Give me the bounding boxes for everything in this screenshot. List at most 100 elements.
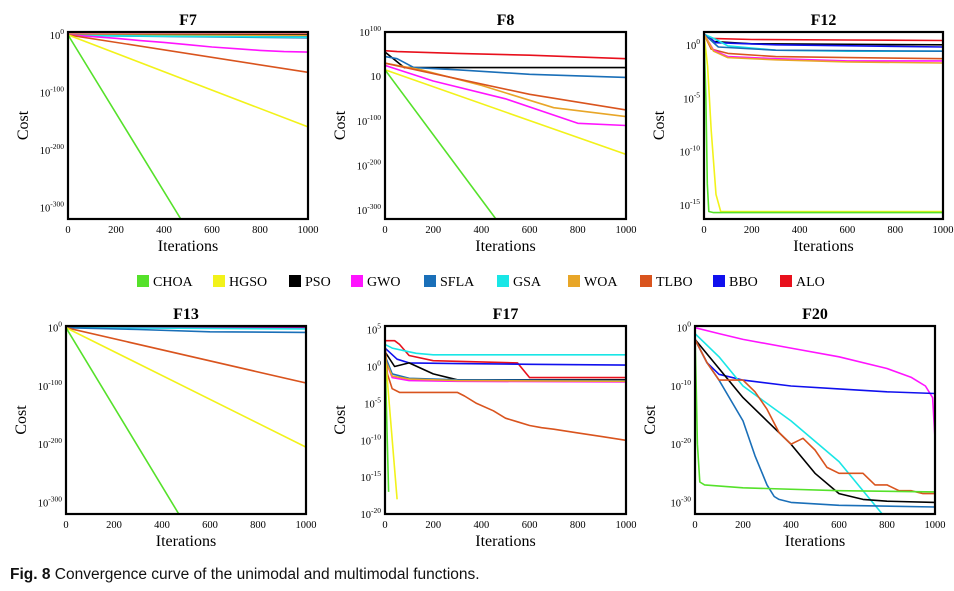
legend-swatch-woa <box>568 275 580 287</box>
y-tick-label: 100 <box>686 37 701 52</box>
legend-label-pso: PSO <box>305 275 331 290</box>
y-axis-label: Cost <box>642 405 659 435</box>
caption-label: Fig. 8 <box>10 566 51 583</box>
x-tick-label: 200 <box>425 225 441 236</box>
y-tick-label: 100 <box>677 320 692 335</box>
y-tick-label: 10-15 <box>680 197 701 212</box>
series-line-sfla <box>695 339 935 508</box>
x-tick-label: 800 <box>252 225 268 236</box>
chart-f13: F13 0 200 400 600 800 1000 Iterations 100 10-100 1… <box>13 306 317 550</box>
y-tick-label: 10-5 <box>683 90 700 105</box>
series-line-woa <box>704 33 943 64</box>
y-tick-label: 10-10 <box>680 144 701 159</box>
legend-swatch-alo <box>780 275 792 287</box>
series-line-gwo <box>385 64 626 127</box>
x-tick-label: 1000 <box>616 520 637 531</box>
x-tick-label: 600 <box>202 520 218 531</box>
legend-swatch-choa <box>137 275 149 287</box>
series-line-tlbo <box>385 62 626 111</box>
series-line-hgso <box>68 34 308 128</box>
x-tick-label: 800 <box>570 225 586 236</box>
series-line-hgso <box>385 69 626 156</box>
series-line-bbo <box>385 347 626 366</box>
legend-swatch-gwo <box>351 275 363 287</box>
x-tick-label: 200 <box>108 225 124 236</box>
series-line-tlbo <box>68 34 308 74</box>
legend-label-choa: CHOA <box>153 275 194 290</box>
series-line-sfla <box>385 55 626 79</box>
y-tick-label: 10100 <box>359 24 381 39</box>
x-axis-label: Iterations <box>475 533 535 550</box>
x-tick-label: 800 <box>570 520 586 531</box>
y-tick-label: 10-5 <box>364 395 381 410</box>
series-group <box>385 49 626 219</box>
x-axis-label: Iterations <box>793 238 853 255</box>
legend-swatch-tlbo <box>640 275 652 287</box>
chart-f17: F17 0 200 400 600 800 1000 Iterations 105 100 10-5… <box>332 306 637 550</box>
series-line-tlbo <box>385 344 626 442</box>
x-tick-label: 200 <box>106 520 122 531</box>
legend-label-bbo: BBO <box>729 275 758 290</box>
series-line-sfla <box>704 33 943 52</box>
y-tick-label: 10-300 <box>357 202 381 217</box>
x-tick-label: 1000 <box>925 520 946 531</box>
y-tick-label: 10-300 <box>40 199 64 214</box>
y-tick-label: 10-100 <box>357 113 381 128</box>
series-line-alo <box>704 33 943 42</box>
legend-label-sfla: SFLA <box>440 275 475 290</box>
y-axis-label: Cost <box>332 110 349 140</box>
x-tick-label: 600 <box>840 225 856 236</box>
y-axis-label: Cost <box>15 110 32 140</box>
series-line-hgso <box>385 351 398 500</box>
series-line-bbo <box>695 339 935 395</box>
x-tick-label: 200 <box>425 520 441 531</box>
plot-frame <box>66 30 310 221</box>
legend-swatch-bbo <box>713 275 725 287</box>
chart-title: F7 <box>179 12 197 29</box>
series-group <box>385 339 626 500</box>
y-tick-label: 10-20 <box>671 436 692 451</box>
legend-swatch-gsa <box>497 275 509 287</box>
series-line-choa <box>68 34 182 219</box>
series-line-gwo <box>68 34 308 53</box>
x-tick-label: 200 <box>744 225 760 236</box>
series-line-choa <box>704 34 943 214</box>
x-tick-label: 600 <box>522 225 538 236</box>
chart-title: F8 <box>497 12 515 29</box>
chart-f8: F8 0 200 400 600 800 1000 Iterations 10100 10 10-1… <box>332 12 637 255</box>
x-tick-label: 0 <box>382 225 387 236</box>
x-tick-label: 800 <box>879 520 895 531</box>
x-tick-label: 1000 <box>933 225 954 236</box>
x-axis-label: Iterations <box>475 238 535 255</box>
y-tick-label: 10-15 <box>361 469 382 484</box>
legend-swatch-sfla <box>424 275 436 287</box>
y-tick-label: 100 <box>367 359 382 374</box>
series-line-pso <box>695 338 935 504</box>
y-axis-label: Cost <box>13 405 30 435</box>
y-tick-label: 10 <box>371 72 382 83</box>
series-line-tlbo <box>695 339 935 495</box>
plot-frame <box>702 30 945 221</box>
y-tick-label: 10-100 <box>40 84 64 99</box>
x-tick-label: 400 <box>474 225 490 236</box>
legend-swatch-pso <box>289 275 301 287</box>
series-group <box>704 33 943 214</box>
x-tick-label: 1000 <box>298 225 319 236</box>
series-line-hgso <box>66 326 306 448</box>
plot-frame <box>383 324 628 516</box>
caption-text: Convergence curve of the unimodal and mu… <box>54 566 480 583</box>
chart-title: F13 <box>173 306 199 323</box>
chart-title: F12 <box>811 12 837 29</box>
series-line-gsa <box>385 343 626 356</box>
legend-label-gwo: GWO <box>367 275 400 290</box>
plot-frame <box>64 324 308 516</box>
x-tick-label: 400 <box>783 520 799 531</box>
x-axis-label: Iterations <box>158 238 218 255</box>
legend-swatch-hgso <box>213 275 225 287</box>
y-tick-label: 100 <box>50 27 65 42</box>
series-line-gwo <box>695 326 935 439</box>
series-line-choa <box>385 69 497 219</box>
series-line-gsa <box>68 34 308 38</box>
x-tick-label: 400 <box>154 520 170 531</box>
